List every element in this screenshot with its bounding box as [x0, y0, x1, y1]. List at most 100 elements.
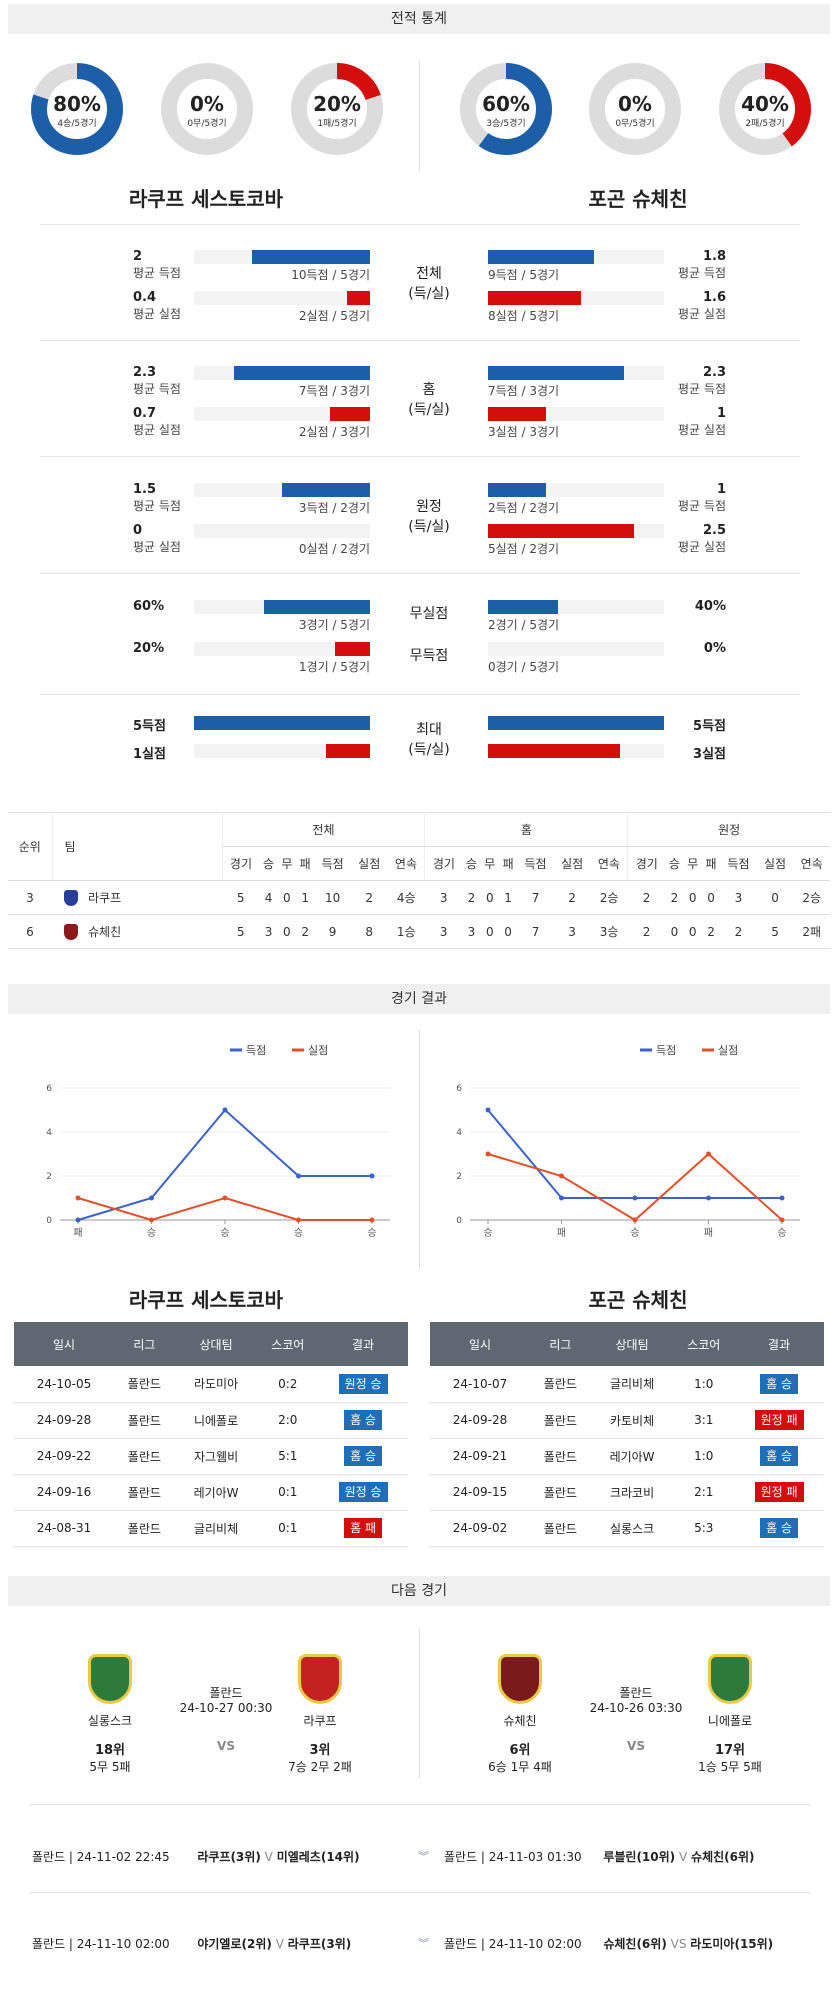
home-clean-bar [194, 642, 370, 656]
next-team-rank: 17위 [714, 1743, 746, 1758]
data-point [149, 1217, 154, 1223]
home-stat-value: 2 [133, 249, 143, 264]
next-team-rank: 3위 [309, 1743, 331, 1758]
next-team-t2[interactable]: 라쿠프 3위 7승 2무 2패 [270, 1654, 370, 1775]
away-team-name: 포곤 슈체친 [588, 187, 688, 211]
x-tick-label: 패 [557, 1227, 566, 1239]
upcoming-match[interactable]: 폴란드 | 24-11-03 01:30 루블린(10위) V 슈체친(6위) [444, 1848, 755, 1865]
donut-subtext: 3승/5경기 [486, 119, 526, 129]
next-league: 폴란드 [209, 1686, 243, 1700]
results-header: 상대팀 [174, 1322, 258, 1366]
standings-cell: 0 [277, 880, 297, 915]
chevron-double-down-icon[interactable]: ︾ [418, 1937, 429, 1950]
away-stat-value: 2.3 [702, 365, 726, 380]
chevron-double-down-icon[interactable]: ︾ [418, 1850, 429, 1863]
home-stat-bar [194, 483, 370, 497]
away-stat-detail: 9득점 / 5경기 [488, 268, 560, 282]
away-results-table: 일시 리그 상대팀 스코어 결과 24-10-07 폴란드 글리비체 1:0 홈 승 24-09-2… [430, 1322, 824, 1547]
standings-col: 경기 [424, 846, 463, 881]
home-team-name-results: 라쿠프 세스토코바 [128, 1288, 284, 1312]
legend-label: 득점 [656, 1044, 676, 1057]
donut-percent: 80% [53, 92, 101, 116]
result-cell: 24-09-16 [14, 1474, 114, 1511]
standings-cell: 9 [314, 914, 351, 949]
result-cell: 2:1 [673, 1474, 735, 1511]
standings-cell: 8 [350, 914, 388, 949]
away-stat-value: 1 [716, 406, 726, 421]
home-stat-value: 0.7 [133, 406, 157, 421]
standings-col: 연속 [793, 846, 830, 881]
home-stat-detail: 3득점 / 2경기 [298, 501, 370, 515]
next-team-t2[interactable]: 니에폴로 17위 1승 5무 5패 [680, 1654, 780, 1775]
upcoming-league-date: 폴란드 | 24-11-02 22:45 [32, 1850, 170, 1864]
home-stat-label: 평균 실점 [133, 423, 181, 437]
standings-cell: 1 [296, 880, 315, 915]
standings-cell: 0 [665, 914, 684, 949]
data-point [75, 1217, 81, 1223]
home-stat-label: 평균 득점 [133, 499, 181, 513]
result-cell: 폴란드 [113, 1510, 175, 1547]
standings-col: 무 [277, 846, 297, 881]
away-stat-detail: 7득점 / 3경기 [488, 384, 560, 398]
result-row: 24-09-22 폴란드 자그웸비 5:1 홈 승 [14, 1438, 408, 1475]
away-stat-label: 평균 실점 [678, 423, 726, 437]
x-tick-label: 승 [147, 1227, 156, 1239]
home-stat-detail: 2실점 / 3경기 [298, 425, 370, 439]
result-cell: 24-09-02 [430, 1510, 530, 1547]
col-rank: 순위 [8, 812, 53, 881]
team-crest-icon [498, 1654, 542, 1704]
home-stat-bar [194, 291, 370, 305]
group-away: 원정 [627, 812, 830, 847]
standings-col: 패 [498, 846, 518, 881]
standings-cell: 3 [720, 880, 757, 915]
standings-table: 순위 팀 전체 홈 원정 경기 승 무 패 득점 실점 연속 경기 승 무 패 득점 실점 연속 경기 승 무 패… [8, 812, 830, 949]
team-name: 슈체친 [88, 924, 122, 939]
y-tick-label: 2 [46, 1172, 52, 1182]
standings-col: 실점 [350, 846, 388, 881]
data-point [369, 1217, 375, 1223]
group-home: 홈 [424, 812, 629, 847]
team-rank: 3 [8, 880, 52, 915]
donut-percent: 40% [741, 92, 789, 116]
result-cell: 크라코비 [590, 1474, 674, 1511]
result-cell: 폴란드 [529, 1474, 591, 1511]
x-tick-label: 승 [777, 1227, 786, 1239]
standings-col: 득점 [720, 846, 757, 881]
series-line-scored [77, 1108, 372, 1221]
standings-cell: 2 [296, 914, 315, 949]
next-team-record: 6승 1무 4패 [488, 1760, 552, 1774]
group-all: 전체 [222, 812, 426, 847]
data-point [485, 1151, 491, 1157]
donut-percent: 20% [313, 92, 361, 116]
result-cell: 카토비체 [590, 1402, 674, 1439]
standings-col: 경기 [627, 846, 666, 881]
x-tick-label: 패 [704, 1227, 713, 1239]
data-point [632, 1217, 638, 1223]
next-league: 폴란드 [619, 1686, 653, 1700]
result-badge: 원정 패 [754, 1482, 804, 1502]
next-team-record: 5무 5패 [89, 1760, 131, 1774]
standings-cell: 4승 [387, 880, 425, 915]
donut-subtext: 1패/5경기 [317, 119, 357, 129]
home-stat-bar [194, 407, 370, 421]
upcoming-match[interactable]: 폴란드 | 24-11-02 22:45 라쿠프(3위) V 미엘레츠(14위) [32, 1848, 360, 1865]
home-stat-value: 2.3 [133, 365, 157, 380]
upcoming-match[interactable]: 폴란드 | 24-11-10 02:00 슈체친(6위) VS 라도미아(15위… [444, 1935, 773, 1952]
next-team-t1[interactable]: 슈체친 6위 6승 1무 4패 [470, 1654, 570, 1775]
away-max-bar [488, 744, 664, 758]
next-team-name: 라쿠프 [303, 1714, 337, 1728]
away-stat-detail: 2득점 / 2경기 [488, 501, 560, 515]
upcoming-match[interactable]: 폴란드 | 24-11-10 02:00 야기엘로(2위) V 라쿠프(3위) [32, 1935, 351, 1952]
donut-percent: 0% [190, 92, 224, 116]
next-team-t1[interactable]: 실롱스크 18위 5무 5패 [60, 1654, 160, 1775]
result-cell: 3:1 [673, 1402, 735, 1439]
donut-chart: 60% 3승/5경기 [459, 62, 553, 156]
home-stat-detail: 10득점 / 5경기 [291, 268, 370, 282]
standings-col: 승 [665, 846, 684, 881]
upcoming-league-date: 폴란드 | 24-11-10 02:00 [444, 1937, 582, 1951]
legend-label: 실점 [308, 1044, 328, 1057]
team-crest-icon [88, 1654, 132, 1704]
results-header: 결과 [318, 1322, 408, 1366]
next-team-record: 1승 5무 5패 [698, 1760, 762, 1774]
result-cell: 24-09-21 [430, 1438, 530, 1475]
